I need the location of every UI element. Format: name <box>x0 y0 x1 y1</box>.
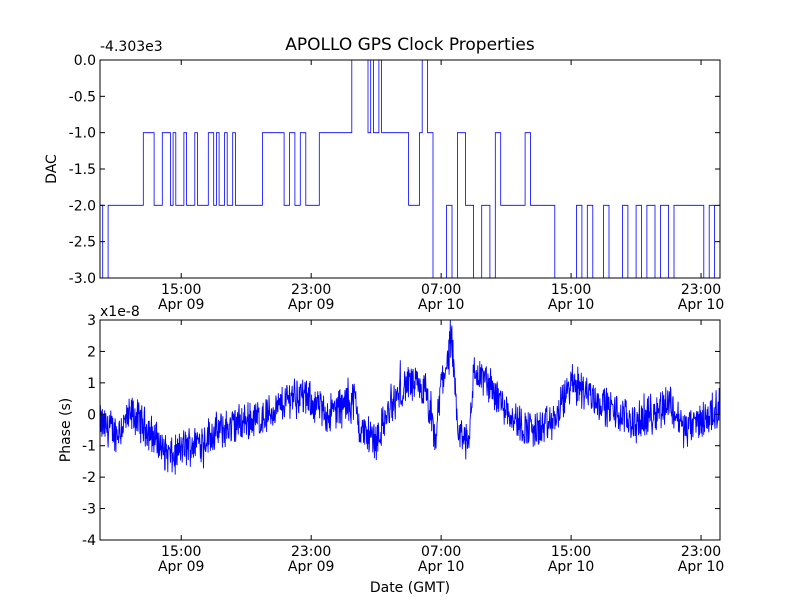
phase-xtick-time-label: 15:00 <box>161 544 201 560</box>
phase-ytick-label: 2 <box>87 344 96 360</box>
dac-ytick-label: -1.5 <box>69 162 96 178</box>
phase-xtick-date-label: Apr 09 <box>158 559 204 575</box>
phase-ytick-label: -4 <box>82 533 96 549</box>
phase-xtick-time-label: 23:00 <box>681 544 721 560</box>
dac-xtick-time-label: 23:00 <box>291 282 331 298</box>
phase-x-axis-label: Date (GMT) <box>370 580 450 596</box>
phase-xtick-date-label: Apr 10 <box>678 559 724 575</box>
dac-ytick-label: 0.0 <box>74 53 96 69</box>
chart-title: APOLLO GPS Clock Properties <box>285 35 535 55</box>
phase-xtick-time-label: 15:00 <box>551 544 591 560</box>
phase-xtick-time-label: 07:00 <box>421 544 461 560</box>
dac-xtick-date-label: Apr 10 <box>678 297 724 313</box>
dac-offset-label: -4.303e3 <box>100 39 163 55</box>
dac-xtick-date-label: Apr 09 <box>158 297 204 313</box>
dac-xtick-time-label: 07:00 <box>421 282 461 298</box>
phase-xtick-date-label: Apr 10 <box>548 559 594 575</box>
phase-y-axis-label: Phase (s) <box>58 398 74 462</box>
dac-xtick-date-label: Apr 10 <box>548 297 594 313</box>
dac-ytick-label: -2.5 <box>69 235 96 251</box>
dac-xtick-date-label: Apr 09 <box>288 297 334 313</box>
phase-ytick-label: -2 <box>82 470 96 486</box>
phase-y-ticks: 3 2 1 0 -1 -2 -3 -4 <box>82 313 720 549</box>
phase-ytick-label: 1 <box>87 376 96 392</box>
phase-xtick-date-label: Apr 10 <box>418 559 464 575</box>
dac-series-group <box>100 59 720 279</box>
phase-ytick-label: -3 <box>82 502 96 518</box>
phase-axes-frame <box>99 319 721 541</box>
dac-ytick-label: -3.0 <box>69 271 96 287</box>
dac-xtick-time-label: 23:00 <box>681 282 721 298</box>
dac-ytick-label: -1.0 <box>69 126 96 142</box>
phase-xtick-time-label: 23:00 <box>291 544 331 560</box>
dac-ytick-label: -2.0 <box>69 198 96 214</box>
dac-series-line <box>100 59 720 279</box>
dac-y-axis-label: DAC <box>44 154 60 184</box>
phase-ytick-label: -1 <box>82 439 96 455</box>
phase-series-group <box>99 319 721 475</box>
phase-xtick-date-label: Apr 09 <box>288 559 334 575</box>
dac-panel: -4.303e3 0.0 -0.5 -1.0 -1.5 -2.0 -2.5 -3.0 15:… <box>44 39 724 313</box>
phase-series-line <box>99 319 721 475</box>
phase-ytick-label: 3 <box>87 313 96 329</box>
dac-y-ticks: 0.0 -0.5 -1.0 -1.5 -2.0 -2.5 -3.0 <box>69 53 720 287</box>
dac-xtick-date-label: Apr 10 <box>418 297 464 313</box>
dac-xtick-time-label: 15:00 <box>161 282 201 298</box>
dac-ytick-label: -0.5 <box>69 89 96 105</box>
phase-offset-label: x1e-8 <box>100 304 140 320</box>
dac-xtick-time-label: 15:00 <box>551 282 591 298</box>
phase-ytick-label: 0 <box>87 407 96 423</box>
